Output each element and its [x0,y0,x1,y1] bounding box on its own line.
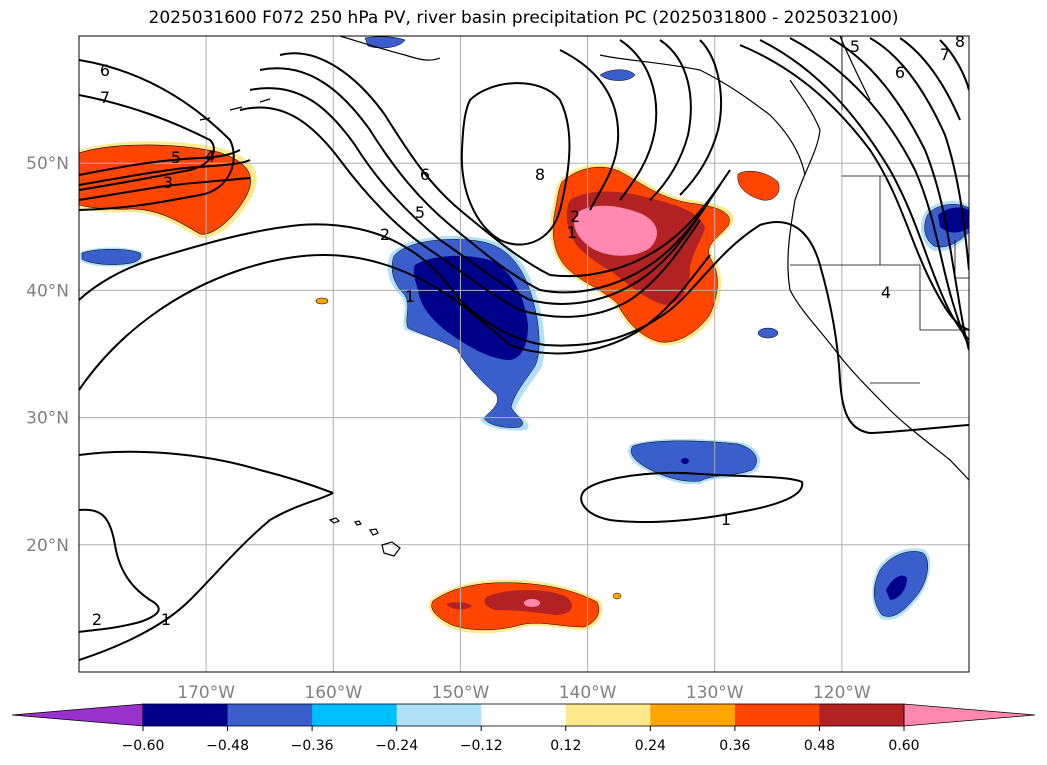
colorbar-tick-label: −0.36 [291,738,334,754]
colorbar-segment [143,704,229,726]
longitude-tick-label: 130°W [686,683,744,703]
contour-labels: 6 7 5 4 3 2 1 8 6 5 2 1 4 6 7 5 8 1 2 1 [92,32,965,629]
colorbar-tick-label: −0.48 [206,738,249,754]
contour-label: 8 [955,32,965,51]
longitude-tick-labels: 170°W 160°W 150°W 140°W 130°W 120°W [177,683,871,703]
colorbar-tick-label: −0.24 [375,738,418,754]
longitude-tick-label: 140°W [559,683,617,703]
colorbar-tick-label: 0.60 [888,738,919,754]
colorbar-tick-label: 0.24 [635,738,666,754]
contour-label: 1 [161,610,171,629]
pv-contours [79,37,969,661]
colorbar-segment [481,704,567,726]
contour-label: 2 [570,207,580,226]
map-title: 2025031600 F072 250 hPa PV, river basin … [148,8,899,28]
colorbar-segment [396,704,482,726]
contour-label: 2 [92,610,102,629]
colorbar-extend-min [11,703,144,727]
contour-label: 5 [171,148,181,167]
gridlines [79,36,969,672]
colorbar-segment [227,704,313,726]
colorbar-tick-label: −0.12 [460,738,503,754]
contour-label: 6 [895,63,905,82]
latitude-tick-labels: 50°N 40°N 30°N 20°N [26,154,69,556]
latitude-tick-label: 50°N [26,154,69,174]
longitude-tick-label: 170°W [177,683,235,703]
colorbar-segment [312,704,398,726]
latitude-tick-label: 30°N [26,409,69,429]
contour-label: 6 [100,61,110,80]
longitude-tick-label: 120°W [813,683,871,703]
contour-label: 7 [100,88,110,107]
contour-label: 8 [535,165,545,184]
contour-label: 5 [415,203,425,222]
colorbar-segment [734,704,820,726]
contour-label: 6 [420,165,430,184]
coastlines [199,36,969,557]
colorbar-tick-label: 0.12 [550,738,581,754]
contour-label: 4 [881,283,891,302]
map-frame [78,35,970,673]
colorbar-outline [142,703,905,727]
colorbar-segment [650,704,736,726]
contour-label: 1 [405,287,415,306]
contour-label: 2 [380,225,390,244]
latitude-tick-label: 20°N [26,536,69,556]
longitude-tick-label: 150°W [432,683,490,703]
colorbar-tick-label: 0.36 [719,738,750,754]
contour-label: 5 [850,37,860,56]
contour-label: 7 [940,45,950,64]
colorbar-segment [565,704,651,726]
colorbar-tick-label: −0.60 [122,738,165,754]
contour-label: 3 [163,173,173,192]
latitude-tick-label: 40°N [26,281,69,301]
contour-label: 1 [721,510,731,529]
contour-label: 1 [567,223,577,242]
longitude-tick-label: 160°W [304,683,362,703]
colorbar-segment [819,704,905,726]
contour-label: 4 [205,147,215,166]
colorbar-extend-max [903,703,1036,727]
colorbar: −0.60 −0.48 −0.36 −0.24 −0.12 0.12 0.24 0.36 0.4… [11,703,1036,754]
colorbar-tick-label: 0.48 [804,738,835,754]
